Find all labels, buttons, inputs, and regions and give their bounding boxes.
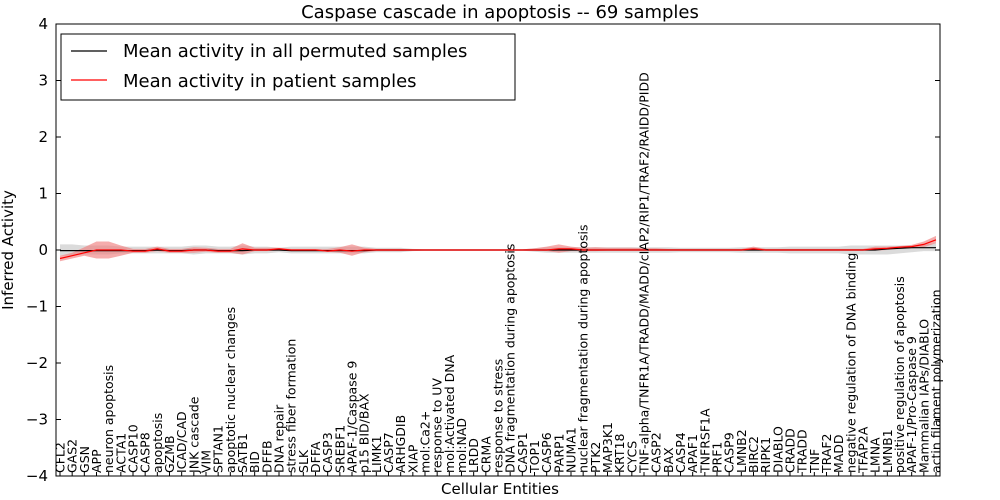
x-axis-label: Cellular Entities	[441, 480, 559, 498]
legend-label-patient: Mean activity in patient samples	[123, 71, 417, 92]
x-tick-label: NUMA1	[564, 427, 579, 473]
x-tick-label: TRAF2	[819, 433, 834, 474]
x-tick-label: TNF-alpha/TNFR1A/TRADD/MADD/cIAP2/RIP1/T…	[637, 72, 652, 474]
x-tick-label: CASP6	[539, 432, 554, 473]
x-tick-label: DIABLO	[770, 426, 785, 473]
x-tick-label: CASP3	[320, 432, 335, 473]
x-tick-label: GAS2	[65, 439, 80, 473]
x-tick-label: APAF-1/Pro-Caspase 9	[904, 336, 919, 473]
x-tick-label: TNF	[807, 449, 822, 474]
x-tick-label: response to UV	[430, 378, 445, 473]
x-tick-label: mol:Activated DNA	[442, 354, 457, 473]
legend-label-permuted: Mean activity in all permuted samples	[123, 41, 467, 62]
x-tick-label: response to stress	[491, 359, 506, 473]
x-tick-label: p15 BID/BAX	[357, 393, 372, 473]
x-tick-label: BIRC2	[746, 436, 761, 473]
x-tick-label: CASP4	[673, 432, 688, 473]
x-tick-label: nuclear fragmentation during apoptosis	[576, 224, 591, 473]
x-tick-label: apoptosis	[150, 413, 165, 473]
x-tick-label: apoptotic nuclear changes	[223, 307, 238, 473]
y-tick-label: −4	[26, 467, 48, 485]
x-tick-label: mol:Ca2+	[418, 411, 433, 473]
x-tick-label: PTK2	[588, 442, 603, 473]
x-tick-label: SLK	[296, 449, 311, 473]
x-tick-label: RIPK1	[758, 437, 773, 473]
x-tick-label: XIAP	[405, 444, 420, 473]
x-tick-label: JNK cascade	[186, 396, 201, 474]
x-tick-label: DNA repair	[272, 404, 287, 473]
y-tick-label: 4	[38, 15, 48, 33]
legend: Mean activity in all permuted samples Me…	[60, 33, 516, 101]
y-tick-label: −3	[26, 411, 48, 429]
x-tick-label: APAF-1/Caspase 9	[345, 361, 360, 473]
x-tick-label: mol:NAD	[454, 418, 469, 473]
x-tick-label: positive regulation of apoptosis	[892, 276, 907, 473]
x-tick-label: DFFA	[308, 441, 323, 473]
y-axis-ticks: −4 −3 −2 −1 0 1 2 3 4	[26, 15, 940, 485]
x-tick-label: TRADD	[795, 429, 810, 474]
x-tick-label: PRF1	[710, 442, 725, 473]
x-tick-label: VIM	[199, 450, 214, 473]
chart-title: Caspase cascade in apoptosis -- 69 sampl…	[301, 2, 699, 23]
x-tick-label: stress fiber formation	[284, 339, 299, 473]
x-tick-label: CRMA	[478, 436, 493, 473]
x-tick-label: BID	[247, 451, 262, 473]
x-tick-label: PARP1	[551, 433, 566, 472]
confidence-bands	[60, 235, 936, 262]
x-tick-label: DNA fragmentation during apoptosis	[503, 244, 518, 473]
x-tick-label: CASP8	[138, 432, 153, 473]
x-tick-label: Mammalian IAPs/DIABLO	[916, 319, 931, 473]
y-tick-label: 3	[38, 72, 48, 90]
x-tick-label: CRADD	[783, 428, 798, 473]
x-tick-label: APP	[89, 449, 104, 473]
y-axis-label: Inferred Activity	[0, 190, 17, 310]
x-tick-label: TNFRSF1A	[697, 408, 712, 474]
x-tick-label: MAP3K1	[600, 422, 615, 473]
y-tick-label: 0	[38, 241, 48, 259]
x-tick-label: LIMK1	[369, 435, 384, 473]
x-tick-label: KRT18	[612, 433, 627, 473]
x-tick-label: CASP10	[126, 424, 141, 473]
y-tick-label: −2	[26, 354, 48, 372]
x-tick-label: BAX	[661, 447, 676, 473]
x-tick-label: LMNA	[868, 437, 883, 473]
x-tick-label: actin filament polymerization	[929, 289, 944, 473]
legend-box	[60, 33, 516, 101]
x-tick-label: ARHGDIB	[393, 415, 408, 473]
x-tick-label: ICAD/CAD	[174, 411, 189, 473]
x-tick-label: GZMB	[162, 435, 177, 473]
x-tick-label: DFFB	[259, 440, 274, 473]
x-tick-label: CASP1	[515, 432, 530, 473]
series-lines	[59, 239, 937, 260]
x-tick-label: GSN	[77, 446, 92, 473]
x-tick-label: negative regulation of DNA binding	[843, 253, 858, 473]
x-tick-label: APAF1	[685, 434, 700, 473]
x-tick-label: SREBF1	[332, 425, 347, 473]
x-tick-label: LMNB2	[734, 429, 749, 473]
x-tick-label: CASP2	[649, 432, 664, 473]
x-tick-label: MADD	[831, 434, 846, 473]
band-patient	[60, 235, 936, 262]
x-tick-label: SATB1	[235, 433, 250, 473]
y-tick-label: −1	[26, 298, 48, 316]
x-tick-label: ACTA1	[113, 433, 128, 473]
y-tick-label: 1	[38, 185, 48, 203]
x-tick-label: LMNB1	[880, 429, 895, 473]
x-tick-label: SPTAN1	[211, 425, 226, 473]
x-tick-label: TOP1	[527, 440, 542, 474]
x-tick-label: CASP7	[381, 432, 396, 473]
y-tick-label: 2	[38, 128, 48, 146]
x-tick-label: CYCS	[624, 441, 639, 473]
x-tick-label: neuron apoptosis	[101, 365, 116, 473]
plot-frame	[55, 23, 941, 477]
x-tick-label: LRDD	[466, 438, 481, 473]
series-line-patient	[59, 239, 937, 260]
x-tick-label: TFAP2A	[856, 426, 871, 474]
x-tick-label: CASP9	[722, 432, 737, 473]
